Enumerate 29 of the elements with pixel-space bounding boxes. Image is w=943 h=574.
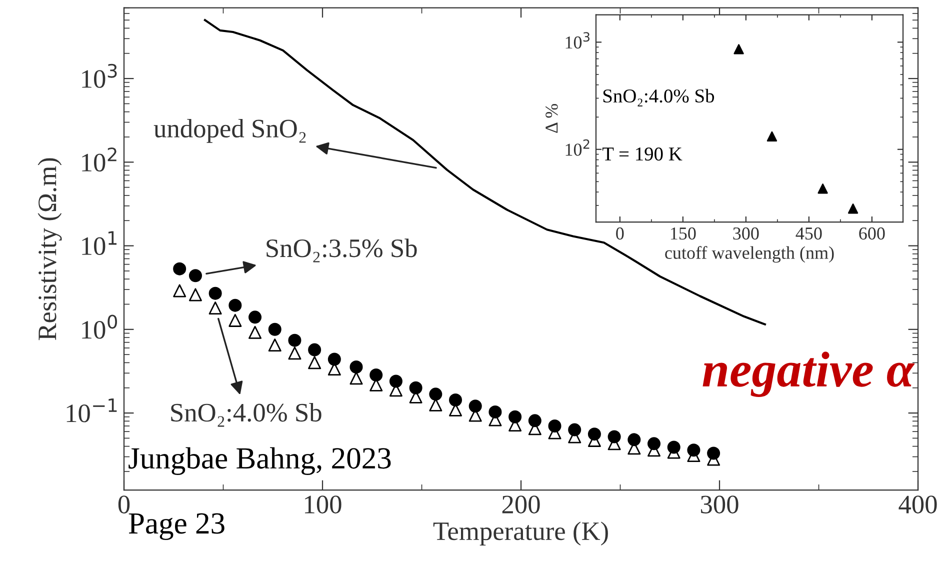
series-label: SnO₂:4.0% Sb: [171, 403, 322, 427]
annotation: negative α: [702, 352, 915, 397]
x-tick-label: 300: [733, 227, 759, 240]
y-axis-title: Resistivity (Ω.m): [38, 158, 62, 340]
x-tick-label: 400: [898, 496, 937, 514]
y-tick-label: 10$^{1}$: [82, 231, 117, 256]
x-axis-title: Temperature (K): [433, 522, 608, 546]
x-tick-label: 100: [305, 496, 342, 514]
y-tick-label: 10$^{2}$: [566, 139, 590, 156]
x-tick-label: 200: [502, 496, 540, 514]
x-tick-label: 150: [670, 227, 696, 240]
y-tick-label: 10$^{−1}$: [66, 398, 117, 422]
series-label: SnO₂:3.5% Sb: [266, 238, 417, 262]
y-tick-label: 10$^{3}$: [566, 32, 590, 49]
annotation: Jungbae Bahng, 2023: [128, 447, 391, 475]
x-tick-label: 450: [796, 227, 822, 240]
x-axis-title: cutoff wavelength (nm): [665, 246, 834, 263]
x-tick-label: 300: [700, 496, 738, 514]
y-axis-title: Δ %: [546, 104, 558, 133]
y-tick-label: 10$^{0}$: [82, 314, 117, 339]
series-label: undoped SnO₂: [154, 118, 306, 143]
x-tick-label: 0: [118, 496, 130, 514]
x-tick-label: 0: [616, 227, 624, 240]
y-tick-label: 10$^{3}$: [82, 64, 117, 88]
annotation: T = 190 K: [602, 147, 682, 161]
x-tick-label: 600: [859, 227, 885, 240]
annotation: SnO₂:4.0% Sb: [603, 88, 714, 106]
y-tick-label: 10$^{2}$: [82, 147, 116, 172]
text: Page 23: [128, 513, 224, 540]
